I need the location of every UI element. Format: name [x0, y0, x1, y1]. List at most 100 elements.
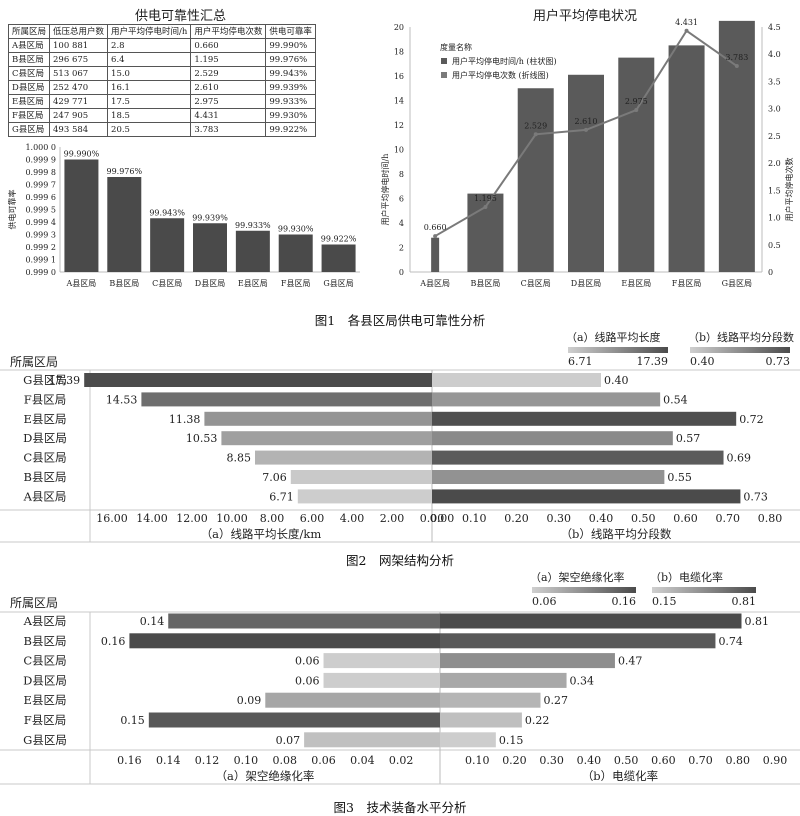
- summary-table: 所属区局 低压总用户数 用户平均停电时间/h 用户平均停电次数 供电可靠率 A县区局 10…: [7, 24, 316, 137]
- left-tick-label: 6.00: [300, 512, 325, 525]
- table-row: C县区局 513 067 15.0 2.529 99.943%: [7, 66, 316, 81]
- left-tick-label: 4.00: [340, 512, 365, 525]
- outage-category-label: E县区局: [621, 279, 651, 288]
- right-tick-label: 0.60: [651, 754, 676, 767]
- category-label: F县区局: [24, 392, 66, 406]
- left-tick-label: 14.00: [136, 512, 168, 525]
- reliability-bar: [64, 159, 99, 272]
- right-bar: [432, 450, 724, 465]
- outage-left-tick-label: 16: [394, 72, 404, 81]
- figure2-caption: 图2 网架结构分析: [346, 553, 454, 568]
- right-bar: [432, 431, 673, 446]
- table-cell: 6.4: [107, 52, 192, 67]
- outage-left-tick-label: 2: [399, 244, 404, 253]
- reliability-bar: [235, 230, 270, 272]
- left-tick-label: 10.00: [216, 512, 248, 525]
- outage-bar: [517, 88, 554, 272]
- left-bar: [141, 392, 432, 407]
- reliability-category-label: D县区局: [195, 279, 225, 288]
- right-axis-title: （b）线路平均分段数: [561, 527, 672, 541]
- right-tick-label: 0.30: [547, 512, 572, 525]
- outage-category-label: A县区局: [419, 279, 450, 288]
- outage-line-label: 0.660: [424, 223, 447, 232]
- right-tick-label: 0.70: [716, 512, 741, 525]
- right-legend-gradient: [690, 347, 790, 353]
- reliability-ytick-label: 0.999 7: [25, 181, 56, 190]
- right-data-label: 0.57: [676, 432, 701, 445]
- reliability-ytick-label: 0.999 6: [25, 193, 56, 202]
- table-cell: 20.5: [107, 122, 192, 137]
- right-tick-label: 0.10: [462, 512, 487, 525]
- right-data-label: 0.47: [618, 655, 643, 668]
- right-tick-label: 0.90: [763, 754, 788, 767]
- reliability-ytick-label: 0.999 1: [25, 256, 56, 265]
- right-legend-min: 0.40: [690, 355, 715, 368]
- reliability-ytick-label: 0.999 4: [25, 218, 56, 227]
- table-cell: G县区局: [7, 122, 51, 137]
- outage-line-label: 3.783: [725, 53, 748, 62]
- table-row: D县区局 252 470 16.1 2.610 99.939%: [7, 80, 316, 95]
- reliability-bar: [107, 177, 142, 272]
- outage-right-tick-label: 4.5: [768, 23, 781, 32]
- right-data-label: 0.72: [739, 413, 764, 426]
- right-bar: [440, 633, 716, 649]
- right-legend-title: （b）线路平均分段数: [688, 330, 794, 344]
- right-bar: [432, 373, 601, 387]
- category-label: E县区局: [24, 693, 67, 707]
- table-row: F县区局 247 905 18.5 4.431 99.930%: [7, 108, 316, 123]
- right-data-label: 0.34: [570, 674, 595, 687]
- outage-right-tick-label: 3.5: [768, 77, 781, 86]
- outage-right-tick-label: 1.5: [768, 186, 781, 195]
- right-tick-label: 0.30: [539, 754, 564, 767]
- outage-right-tick-label: 1.0: [768, 214, 781, 223]
- left-tick-label: 0.10: [234, 754, 259, 767]
- reliability-category-label: A县区局: [66, 279, 97, 288]
- right-legend-max: 0.81: [732, 595, 757, 608]
- reliability-data-label: 99.939%: [192, 213, 228, 222]
- outage-right-axis-label: 用户平均停电次数: [784, 158, 794, 222]
- right-bar: [440, 653, 615, 669]
- reliability-category-label: G县区局: [323, 279, 353, 288]
- outage-right-tick-label: 4.0: [768, 50, 781, 59]
- table-row: E县区局 429 771 17.5 2.975 99.933%: [7, 94, 316, 109]
- table-cell: 493 584: [49, 122, 109, 137]
- left-legend-gradient: [568, 347, 668, 353]
- category-label: G县区局: [23, 373, 67, 387]
- right-tick-label: 0.40: [589, 512, 614, 525]
- outage-legend-swatch-bar: [441, 58, 447, 64]
- category-label: G县区局: [23, 733, 67, 747]
- outage-left-tick-label: 18: [394, 48, 404, 57]
- outage-left-tick-label: 6: [399, 195, 404, 204]
- right-tick-label: 0.10: [465, 754, 490, 767]
- left-legend-max: 0.16: [612, 595, 637, 608]
- right-tick-label: 0.50: [631, 512, 656, 525]
- right-bar: [440, 732, 496, 748]
- left-bar: [323, 672, 440, 688]
- outage-category-label: C县区局: [521, 279, 551, 288]
- reliability-chart: 1.000 0 0.999 9 0.999 8 0.999 7 0.999 6 0.999…: [7, 143, 360, 288]
- left-axis-title: （a）架空绝缘化率: [216, 769, 315, 783]
- outage-line-label: 2.529: [524, 121, 547, 130]
- left-legend-max: 17.39: [637, 355, 669, 368]
- outage-right-tick-label: 2.0: [768, 159, 781, 168]
- outage-chart-title: 用户平均停电状况: [532, 9, 637, 24]
- right-tick-label: 0.70: [688, 754, 713, 767]
- reliability-ytick-label: 0.999 0: [25, 268, 56, 277]
- category-label: C县区局: [23, 451, 66, 465]
- left-data-label: 8.85: [227, 452, 252, 465]
- outage-line-point: [634, 108, 639, 113]
- right-tick-label: 0.60: [673, 512, 698, 525]
- table-cell: 3.783: [190, 122, 267, 137]
- reliability-ytick-label: 0.999 3: [25, 231, 56, 240]
- outage-chart: 0 2 4 6 8 10 12 14 16 18 20 0 0.5 1.0 1.5 2.0 2.5 3.0 3.5 4…: [380, 18, 794, 288]
- reliability-category-label: F县区局: [281, 279, 311, 288]
- outage-line-label: 2.610: [575, 117, 598, 126]
- left-legend-title: （a）线路平均长度: [566, 330, 661, 344]
- right-data-label: 0.69: [727, 452, 752, 465]
- right-tick-label: 0.80: [758, 512, 783, 525]
- category-label: E县区局: [24, 412, 67, 426]
- reliability-bar: [278, 234, 313, 272]
- reliability-data-label: 99.990%: [64, 150, 100, 159]
- outage-line-label: 2.975: [625, 97, 648, 106]
